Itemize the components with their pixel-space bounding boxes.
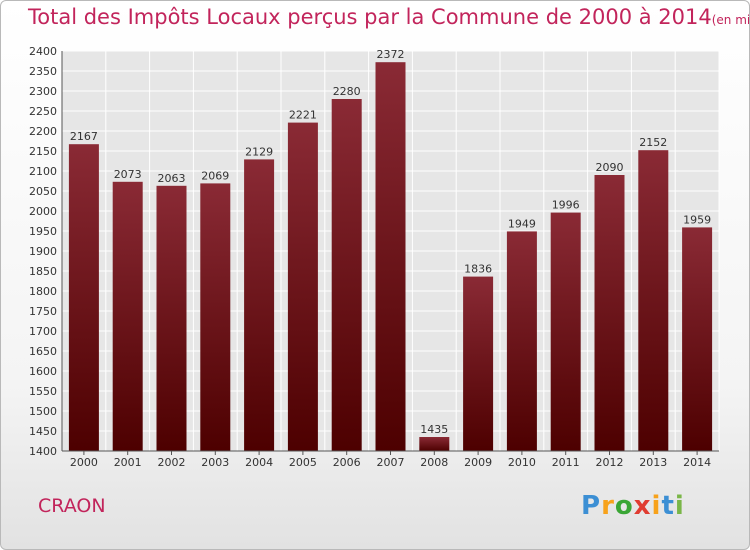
bar <box>463 276 494 451</box>
bar-value-label: 1959 <box>683 213 711 226</box>
y-tick-label: 2400 <box>29 45 57 58</box>
y-tick-label: 2100 <box>29 165 57 178</box>
x-tick-label: 2005 <box>289 456 317 469</box>
x-tick-label: 2003 <box>201 456 229 469</box>
y-tick-label: 1950 <box>29 225 57 238</box>
bar-value-label: 1949 <box>508 217 536 230</box>
bar <box>594 175 625 451</box>
x-tick-label: 2009 <box>464 456 492 469</box>
logo-letter: r <box>601 491 615 521</box>
bar <box>287 122 318 451</box>
logo-letter: t <box>661 491 675 521</box>
y-tick-label: 1650 <box>29 345 57 358</box>
x-tick-label: 2012 <box>596 456 624 469</box>
x-tick-label: 2007 <box>377 456 405 469</box>
bar <box>638 150 669 451</box>
logo-letter: x <box>633 491 652 521</box>
x-tick-label: 2006 <box>333 456 361 469</box>
bar <box>506 231 537 451</box>
bar-value-label: 1836 <box>464 263 492 276</box>
y-tick-label: 1600 <box>29 365 57 378</box>
bar <box>682 227 713 451</box>
y-tick-label: 2350 <box>29 65 57 78</box>
logo-letter: P <box>581 491 602 521</box>
y-tick-label: 2200 <box>29 125 57 138</box>
y-tick-label: 1900 <box>29 245 57 258</box>
bar <box>112 181 143 452</box>
x-tick-label: 2002 <box>158 456 186 469</box>
bar-value-label: 2129 <box>245 145 273 158</box>
y-tick-label: 2000 <box>29 205 57 218</box>
y-tick-label: 1700 <box>29 325 57 338</box>
x-tick-label: 2001 <box>114 456 142 469</box>
bar <box>244 159 275 451</box>
y-tick-label: 1450 <box>29 425 57 438</box>
bar-value-label: 2073 <box>114 168 142 181</box>
bar-value-label: 2152 <box>639 136 667 149</box>
x-tick-label: 2010 <box>508 456 536 469</box>
y-tick-label: 1850 <box>29 265 57 278</box>
bar <box>550 212 581 451</box>
chart-title-unit: (en milliers d'€) <box>711 13 750 27</box>
bar <box>200 183 231 451</box>
y-tick-label: 1400 <box>29 445 57 458</box>
x-tick-label: 2013 <box>639 456 667 469</box>
logo-letter: o <box>614 491 634 521</box>
bar-value-label: 2280 <box>333 85 361 98</box>
x-tick-label: 2004 <box>245 456 273 469</box>
bar <box>156 185 187 452</box>
y-tick-label: 1800 <box>29 285 57 298</box>
logo-letter: i <box>674 491 685 521</box>
y-tick-label: 2150 <box>29 145 57 158</box>
bar-value-label: 1996 <box>552 199 580 212</box>
proxiti-logo[interactable]: Proxiti <box>581 491 685 521</box>
x-tick-label: 2014 <box>683 456 711 469</box>
bar-value-label: 1435 <box>420 423 448 436</box>
bar <box>331 99 362 451</box>
bar-value-label: 2069 <box>201 169 229 182</box>
bar-value-label: 2221 <box>289 109 317 122</box>
y-tick-label: 1550 <box>29 385 57 398</box>
bar-value-label: 2372 <box>377 48 405 61</box>
commune-name: CRAON <box>38 495 106 517</box>
y-tick-label: 1750 <box>29 305 57 318</box>
x-tick-label: 2000 <box>70 456 98 469</box>
bar-value-label: 2063 <box>158 172 186 185</box>
y-tick-label: 1500 <box>29 405 57 418</box>
bar <box>68 144 99 451</box>
y-tick-label: 2250 <box>29 105 57 118</box>
chart-title: Total des Impôts Locaux perçus par la Co… <box>28 5 750 29</box>
y-tick-label: 2300 <box>29 85 57 98</box>
logo-letter: i <box>651 491 662 521</box>
x-tick-label: 2011 <box>552 456 580 469</box>
chart-title-main: Total des Impôts Locaux perçus par la Co… <box>28 5 712 29</box>
y-tick-label: 2050 <box>29 185 57 198</box>
bar <box>419 437 450 451</box>
bar <box>375 62 406 451</box>
bar-value-label: 2090 <box>596 161 624 174</box>
bar-value-label: 2167 <box>70 130 98 143</box>
x-tick-label: 2008 <box>420 456 448 469</box>
